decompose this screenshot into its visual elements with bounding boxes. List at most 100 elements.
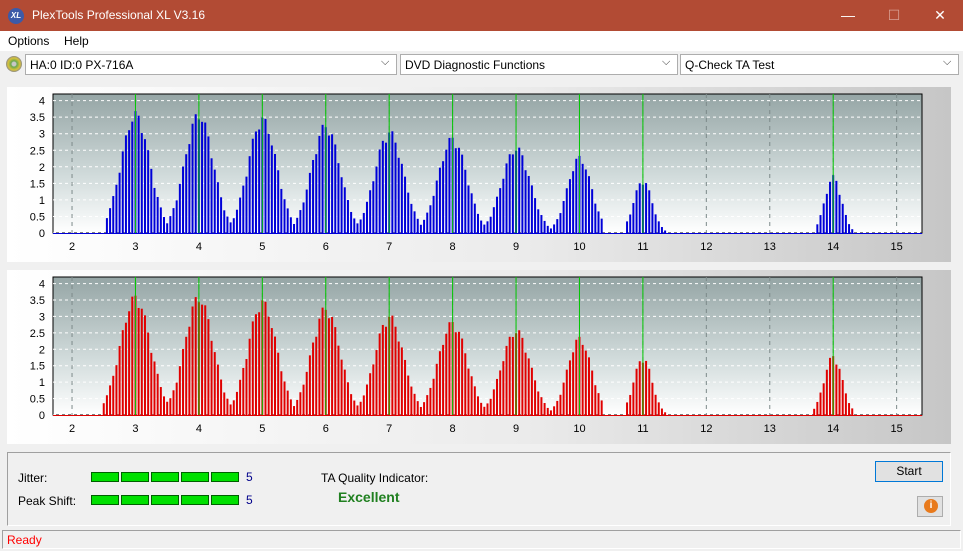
data-bar [223, 210, 226, 233]
data-bar [435, 363, 438, 415]
x-tick-label: 12 [700, 423, 712, 435]
data-bar [848, 403, 851, 415]
x-tick-label: 15 [891, 423, 903, 435]
x-tick-label: 10 [573, 241, 585, 253]
data-bar [454, 148, 457, 233]
start-button[interactable]: Start [875, 461, 943, 482]
data-bar [258, 312, 261, 415]
data-bar [242, 185, 245, 233]
data-bar [248, 156, 251, 233]
data-bar [343, 369, 346, 415]
data-bar [407, 192, 410, 233]
data-bar [267, 316, 270, 415]
data-bar [153, 187, 156, 233]
data-bar [353, 218, 356, 233]
y-tick-label: 1 [39, 195, 45, 207]
app-icon: XL [8, 8, 24, 24]
data-bar [651, 203, 654, 233]
data-bar [591, 189, 594, 233]
meter-segment [151, 472, 179, 482]
data-bar [426, 212, 429, 233]
data-bar [340, 359, 343, 415]
data-bar [182, 166, 185, 233]
data-bar [239, 379, 242, 415]
data-bar [584, 350, 587, 415]
data-bar [413, 393, 416, 415]
data-bar [565, 369, 568, 415]
data-bar [844, 393, 847, 415]
data-bar [429, 205, 432, 233]
drive-select-value: HA:0 ID:0 PX-716A [30, 58, 134, 72]
data-bar [553, 224, 556, 233]
data-bar [299, 392, 302, 415]
function-select[interactable]: DVD Diagnostic Functions ⌵ [400, 54, 678, 75]
data-bar [109, 385, 112, 415]
close-button[interactable]: ✕ [934, 7, 946, 23]
data-bar [229, 222, 232, 233]
data-bar [210, 158, 213, 233]
data-bar [543, 220, 546, 233]
data-bar [841, 203, 844, 233]
data-bar [416, 401, 419, 415]
data-bar [385, 142, 388, 233]
data-bar [229, 404, 232, 415]
data-bar [457, 147, 460, 233]
data-bar [429, 387, 432, 415]
data-bar [232, 400, 235, 415]
maximize-button[interactable]: ☐ [887, 7, 901, 23]
x-tick-label: 6 [323, 423, 329, 435]
data-bar [251, 321, 254, 415]
x-tick-label: 14 [827, 423, 839, 435]
data-bar [438, 351, 441, 415]
data-bar [537, 391, 540, 415]
data-bar [232, 218, 235, 233]
data-bar [283, 199, 286, 233]
x-tick-label: 2 [69, 241, 75, 253]
data-bar [172, 208, 175, 233]
data-bar [159, 207, 162, 233]
data-bar [587, 357, 590, 415]
data-bar [825, 369, 828, 415]
peak-shift-value: 5 [246, 493, 253, 507]
x-tick-label: 7 [386, 241, 392, 253]
meter-segment [121, 472, 149, 482]
results-panel: Jitter: 5 Peak Shift: 5 TA Quality Indic… [7, 452, 951, 526]
data-bar [216, 364, 219, 415]
data-bar [362, 212, 365, 233]
data-bar [185, 154, 188, 233]
data-bar [166, 401, 169, 415]
menu-options[interactable]: Options [8, 34, 50, 48]
data-bar [359, 401, 362, 415]
info-button[interactable]: i [917, 496, 943, 517]
data-bar [400, 347, 403, 415]
data-bar [226, 216, 229, 233]
test-select[interactable]: Q-Check TA Test ⌵ [680, 54, 959, 75]
menu-help[interactable]: Help [64, 34, 89, 48]
data-bar [838, 368, 841, 415]
minimize-button[interactable]: — [841, 7, 855, 23]
data-bar [327, 318, 330, 415]
data-bar [508, 154, 511, 233]
data-bar [480, 220, 483, 233]
x-tick-label: 2 [69, 423, 75, 435]
top-chart: 0 0.5 1 1.5 2 2.5 3 3.5 4 2 3 4 5 6 7 8 9 10 11 12 13 14 15 [30, 93, 923, 253]
data-bar [572, 171, 575, 233]
data-bar [321, 124, 324, 233]
data-bar [404, 176, 407, 233]
data-bar [112, 196, 115, 233]
data-bar [213, 352, 216, 415]
data-bar [188, 326, 191, 415]
bottom-chart: 0 0.5 1 1.5 2 2.5 3 3.5 4 2 3 4 5 6 7 8 9 10 11 12 13 14 15 [30, 276, 923, 435]
data-bar [169, 216, 172, 233]
data-bar [473, 203, 476, 233]
data-bar [372, 181, 375, 233]
data-bar [381, 140, 384, 233]
data-bar [375, 166, 378, 233]
data-bar [248, 338, 251, 415]
data-bar [461, 154, 464, 233]
data-bar [220, 197, 223, 233]
data-bar [362, 395, 365, 415]
data-bar [464, 353, 467, 415]
drive-select[interactable]: HA:0 ID:0 PX-716A ⌵ [25, 54, 397, 75]
data-bar [128, 130, 131, 233]
